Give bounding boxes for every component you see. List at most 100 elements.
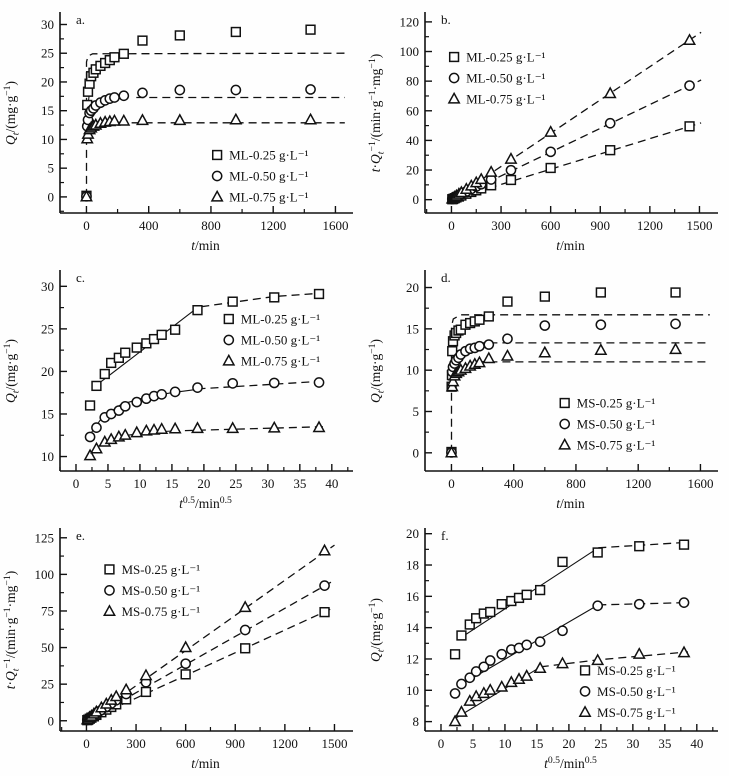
circle-marker — [545, 146, 557, 158]
triangle-marker — [312, 420, 326, 433]
x-tick-label: 35 — [293, 476, 306, 491]
y-tick-label: 10 — [406, 363, 419, 378]
circle-marker — [633, 598, 645, 610]
x-tick-label: 5 — [105, 476, 112, 491]
triangle-marker — [210, 189, 224, 202]
x-tick-label: 300 — [491, 218, 511, 233]
y-tick-label: 0 — [413, 192, 420, 207]
x-axis-label: t/min — [556, 238, 585, 253]
y-tick-label: 20 — [406, 526, 419, 541]
square-marker — [605, 145, 616, 156]
panel-d: 0 400 800 1200 1600 0 5 10 15 20 MS-0.25 g·L⁻¹ MS-0… — [365, 258, 729, 516]
y-axis-label: Qt/(mg·g−1) — [2, 81, 22, 145]
triangle-marker — [103, 604, 116, 617]
chart-background — [0, 258, 364, 516]
circle-marker — [502, 333, 513, 345]
y-tick-label: 10 — [41, 449, 54, 464]
x-tick-label: 0 — [448, 476, 455, 491]
triangle-marker — [591, 653, 605, 666]
square-marker — [240, 643, 251, 654]
x-tick-label: 0 — [83, 218, 90, 233]
x-tick-label: 1200 — [637, 218, 663, 233]
square-marker — [99, 368, 110, 380]
square-marker — [118, 48, 129, 59]
x-tick-label: 1200 — [260, 218, 286, 233]
square-marker — [104, 564, 115, 575]
x-tick-label: 1500 — [686, 218, 712, 233]
circle-marker — [484, 655, 496, 666]
circle-marker — [192, 382, 203, 393]
legend-label: MS-0.25 g·L⁻¹ — [121, 562, 200, 577]
x-tick-label: 900 — [226, 736, 246, 751]
y-tick-label: 20 — [406, 163, 419, 178]
triangle-marker — [483, 683, 497, 695]
circle-marker — [118, 90, 130, 102]
triangle-marker — [504, 152, 518, 164]
x-tick-label: 400 — [504, 476, 524, 491]
series-ML-0.75 g·L⁻¹ — [445, 33, 697, 204]
y-tick-label: 15 — [41, 103, 54, 118]
legend-label: ML-0.75 g·L⁻¹ — [466, 92, 545, 107]
square-marker — [557, 556, 568, 568]
square-marker — [120, 347, 131, 358]
y-axis-label: t·Qt−1/(min·g−1·mg−1) — [2, 571, 22, 689]
panel-letter: d. — [441, 270, 451, 285]
square-marker — [84, 400, 96, 411]
square-marker — [131, 342, 142, 353]
triangle-marker — [578, 705, 592, 718]
square-marker — [230, 26, 241, 38]
square-marker — [192, 304, 203, 316]
x-tick-label: 20 — [562, 736, 575, 751]
circle-marker — [670, 318, 681, 330]
x-tick-label: 600 — [541, 218, 561, 233]
circle-marker — [169, 386, 181, 398]
square-marker — [448, 51, 460, 63]
x-tick-label: 1200 — [272, 736, 298, 751]
x-tick-label: 1500 — [321, 736, 347, 751]
y-axis-label: Qt/(mg·g−1) — [367, 598, 387, 662]
circle-marker — [592, 600, 604, 612]
x-tick-label: 20 — [197, 476, 210, 491]
square-marker — [464, 619, 475, 630]
x-tick-label: 25 — [594, 736, 607, 751]
x-tick-label: 800 — [566, 476, 586, 491]
circle-marker — [534, 636, 546, 648]
triangle-marker — [495, 679, 509, 692]
triangle-marker — [130, 425, 144, 438]
legend-label: ML-0.25 g·L⁻¹ — [466, 50, 545, 65]
y-tick-label: 15 — [41, 406, 54, 421]
y-tick-label: 20 — [41, 364, 54, 379]
circle-marker — [474, 340, 485, 352]
chart-a: 0 400 800 1200 1600 0 5 10 15 20 25 30 ML-0.25 g·L⁻¹… — [0, 0, 364, 258]
square-marker — [223, 313, 234, 325]
x-axis-label: t/min — [556, 496, 585, 511]
panel-c: 0 5 10 15 20 25 30 35 40 10 15 20 25 30 ML-0.25 g·L⁻¹ M… — [0, 258, 365, 516]
square-marker — [634, 541, 645, 552]
square-marker — [684, 121, 695, 132]
triangle-marker — [454, 705, 468, 717]
circle-marker — [521, 639, 533, 651]
triangle-marker — [304, 112, 318, 125]
panel-letter: b. — [441, 12, 451, 27]
x-tick-label: 40 — [690, 736, 703, 751]
legend-label: MS-0.50 g·L⁻¹ — [577, 417, 656, 432]
x-tick-label: 25 — [229, 476, 242, 491]
circle-marker — [268, 377, 280, 389]
circle-marker — [539, 320, 551, 331]
circle-marker — [505, 164, 517, 176]
triangle-marker — [89, 441, 103, 454]
triangle-marker — [117, 113, 131, 126]
legend-label: MS-0.75 g·L⁻¹ — [121, 604, 200, 619]
legend-label: MS-0.50 g·L⁻¹ — [597, 684, 676, 699]
legend-label: ML-0.75 g·L⁻¹ — [241, 354, 320, 369]
triangle-marker — [118, 428, 132, 440]
circle-marker — [223, 334, 235, 346]
square-marker — [137, 35, 148, 46]
square-marker — [579, 665, 591, 676]
series-MS-0.75 g·L⁻¹ — [444, 342, 683, 458]
circle-marker — [595, 319, 607, 331]
square-marker — [485, 606, 496, 618]
y-tick-label: 8 — [413, 714, 420, 729]
square-marker — [496, 599, 507, 610]
